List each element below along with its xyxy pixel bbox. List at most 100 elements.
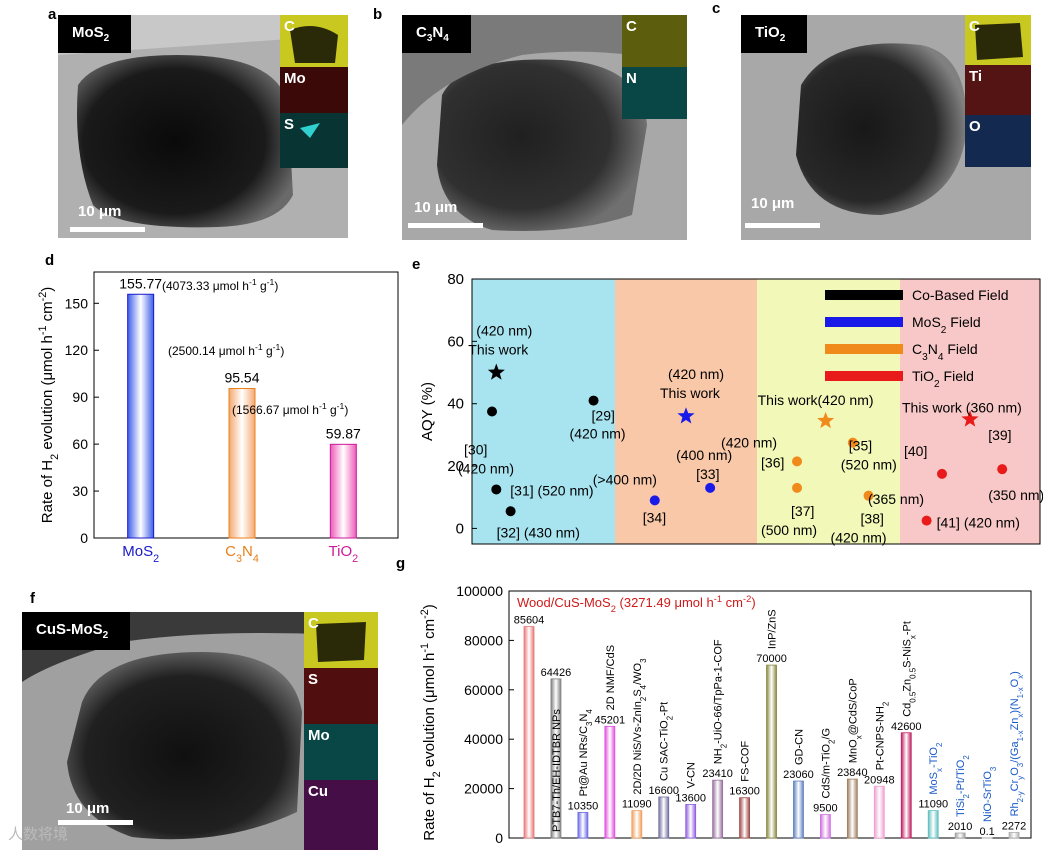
chart-g-category-label: MoSx-TiO2 (928, 743, 944, 795)
panel-letter-e: e (412, 256, 421, 273)
chart-e-point-label: [38] (861, 511, 884, 527)
chart-e-point-star (677, 407, 695, 424)
chart-d-category-label: TiO2 (329, 543, 359, 565)
chart-g-bar (873, 785, 885, 839)
chart-e-point-label: [33] (696, 466, 719, 482)
sem-label-f: CuS-MoS2 (22, 612, 131, 650)
eds-map-sulfur-f: S (304, 668, 378, 724)
chart-e-point-label: [32] (430 nm) (497, 524, 580, 540)
chart-e-legend-label: Co-Based Field (912, 287, 1009, 303)
chart-g-value-label: 2272 (1002, 820, 1026, 832)
chart-g-ytick-label: 80000 (464, 632, 503, 648)
chart-g-category-label: MnOx@CdS/CoP (847, 678, 863, 763)
chart-g-value-label: 13600 (675, 792, 706, 804)
chart-g-value-label: 70000 (756, 653, 787, 665)
sem-label-b: C3N4 (402, 15, 471, 53)
chart-d-value-label: 155.77 (119, 275, 162, 291)
chart-e-point-label: (420 nm) (476, 323, 532, 339)
chart-d-annotation: (2500.14 μmol h-1 g-1) (168, 342, 284, 358)
chart-d-bar (127, 293, 155, 539)
chart-e-legend-label: TiO2 Field (912, 368, 974, 390)
chart-e-point-label: (420 nm) (831, 530, 887, 546)
chart-g-value-label: 23410 (702, 768, 733, 780)
chart-e-point-label: This work (660, 385, 721, 401)
chart-g-value-label: 16600 (648, 785, 679, 797)
chart-g-category-label: TiSi2-Pt/TiO2 (955, 755, 971, 817)
panel-letter-g: g (396, 555, 406, 572)
eds-map-molybdenum-f: Mo (304, 724, 378, 780)
chart-e-point-star (961, 410, 979, 427)
eds-map-molybdenum: Mo (280, 67, 348, 113)
panel-letter-b: b (373, 6, 383, 23)
chart-e-point-label: (420 nm) (570, 426, 626, 442)
chart-e-point-label: (>400 nm) (593, 471, 657, 487)
chart-g-bar (577, 812, 589, 839)
chart-g-value-label: 42600 (891, 721, 922, 733)
chart-g-category-label: FS-COF (740, 741, 752, 782)
scale-bar-a (70, 227, 145, 232)
chart-e-point (792, 482, 803, 493)
chart-g-bar (900, 732, 912, 839)
chart-g-category-label: Cu SAC-TiO2-Pt (659, 702, 675, 781)
chart-g-bar (954, 832, 966, 839)
panel-letter-a: a (48, 6, 57, 23)
chart-g-value-label: 11090 (622, 799, 652, 811)
chart-g-value-label: 0.1 (979, 826, 994, 838)
chart-e-point-label: This work(420 nm) (758, 392, 874, 408)
chart-g-ytick-label: 40000 (464, 731, 503, 747)
chart-e-point-label: (350 nm) (988, 487, 1043, 503)
chart-g-bar (658, 796, 670, 839)
chart-g-bar (550, 678, 562, 839)
chart-e-point-label: [40] (904, 443, 927, 459)
sem-image-cus-mos2: CuS-MoS2 10 μm C S Mo Cu (22, 612, 378, 850)
chart-d-value-label: 95.54 (224, 370, 259, 386)
eds-map-carbon-c: C (965, 15, 1031, 65)
chart-g-title: Wood/CuS-MoS2 (3271.49 μmol h-1 cm-2) (517, 594, 756, 614)
chart-g-category-label: NH2-UiO-66/TpPa-1-COF (713, 639, 729, 764)
chart-e-point-label: [29] (592, 408, 615, 424)
chart-e-point-label: (420 nm) (721, 434, 777, 450)
chart-g-value-label: 64426 (541, 667, 572, 679)
chart-e-ytick-label: 60 (447, 333, 464, 350)
chart-e-legend-swatch (825, 371, 903, 381)
eds-maps-f: C S Mo Cu (304, 612, 378, 850)
chart-e-point (705, 482, 716, 493)
chart-g-category-label: Rh2-yCryO3/(Ga1-xZnx)(N1-xOx) (1009, 671, 1025, 816)
chart-e-point-label: This work (360 nm) (902, 399, 1022, 415)
chart-e-point-label: [31] (520 nm) (510, 482, 593, 498)
eds-map-carbon-f: C (304, 612, 378, 668)
chart-e-legend-swatch (825, 344, 903, 354)
chart-g-category-label: PTB7-Th/EH-IDTBR NPs (551, 709, 563, 832)
chart-d-ytick-label: 30 (72, 483, 88, 499)
chart-g-ytick-label: 100000 (456, 583, 503, 599)
chart-e-point-label: [36] (761, 454, 784, 470)
chart-g-value-label: 45201 (595, 714, 626, 726)
chart-g-category-label: NiO-SrTiO3 (982, 766, 998, 822)
chart-g-category-label: CdS/m-TiO2/G (820, 728, 836, 799)
scale-bar-c (745, 223, 820, 228)
chart-e-point (792, 456, 803, 467)
sem-image-mos2: MoS2 10 μm C Mo S (58, 15, 348, 238)
chart-e-ytick-label: 40 (447, 396, 464, 413)
chart-e-point-star (487, 363, 505, 380)
eds-map-oxygen: O (965, 115, 1031, 167)
chart-e-point-label: (420 nm) (458, 461, 514, 477)
sem-image-c3n4: C3N4 10 μm C N (402, 15, 687, 240)
chart-g-value-label: 9500 (813, 803, 837, 815)
chart-e-legend-label: MoS2 Field (912, 314, 981, 336)
chart-g-category-label: 2D/2D NiS/Vs-ZnIn2S4/WO3 (632, 658, 648, 795)
chart-e-point (847, 437, 858, 448)
chart-e-point (649, 495, 660, 506)
scale-label-b: 10 μm (414, 199, 458, 216)
chart-e-legend-label: C3N4 Field (912, 341, 978, 363)
scale-bar-f (58, 820, 133, 825)
eds-map-nitrogen: N (622, 67, 687, 119)
chart-e-point (588, 395, 599, 406)
chart-g-bar (604, 725, 616, 839)
sem-image-tio2: TiO2 10 μm C Ti O (741, 15, 1031, 240)
chart-d-category-label: MoS2 (122, 543, 159, 565)
chart-e-point-label: [30] (464, 442, 487, 458)
chart-d-bar (329, 443, 357, 539)
chart-g-bar (766, 664, 777, 839)
scale-label-f: 10 μm (66, 800, 110, 817)
